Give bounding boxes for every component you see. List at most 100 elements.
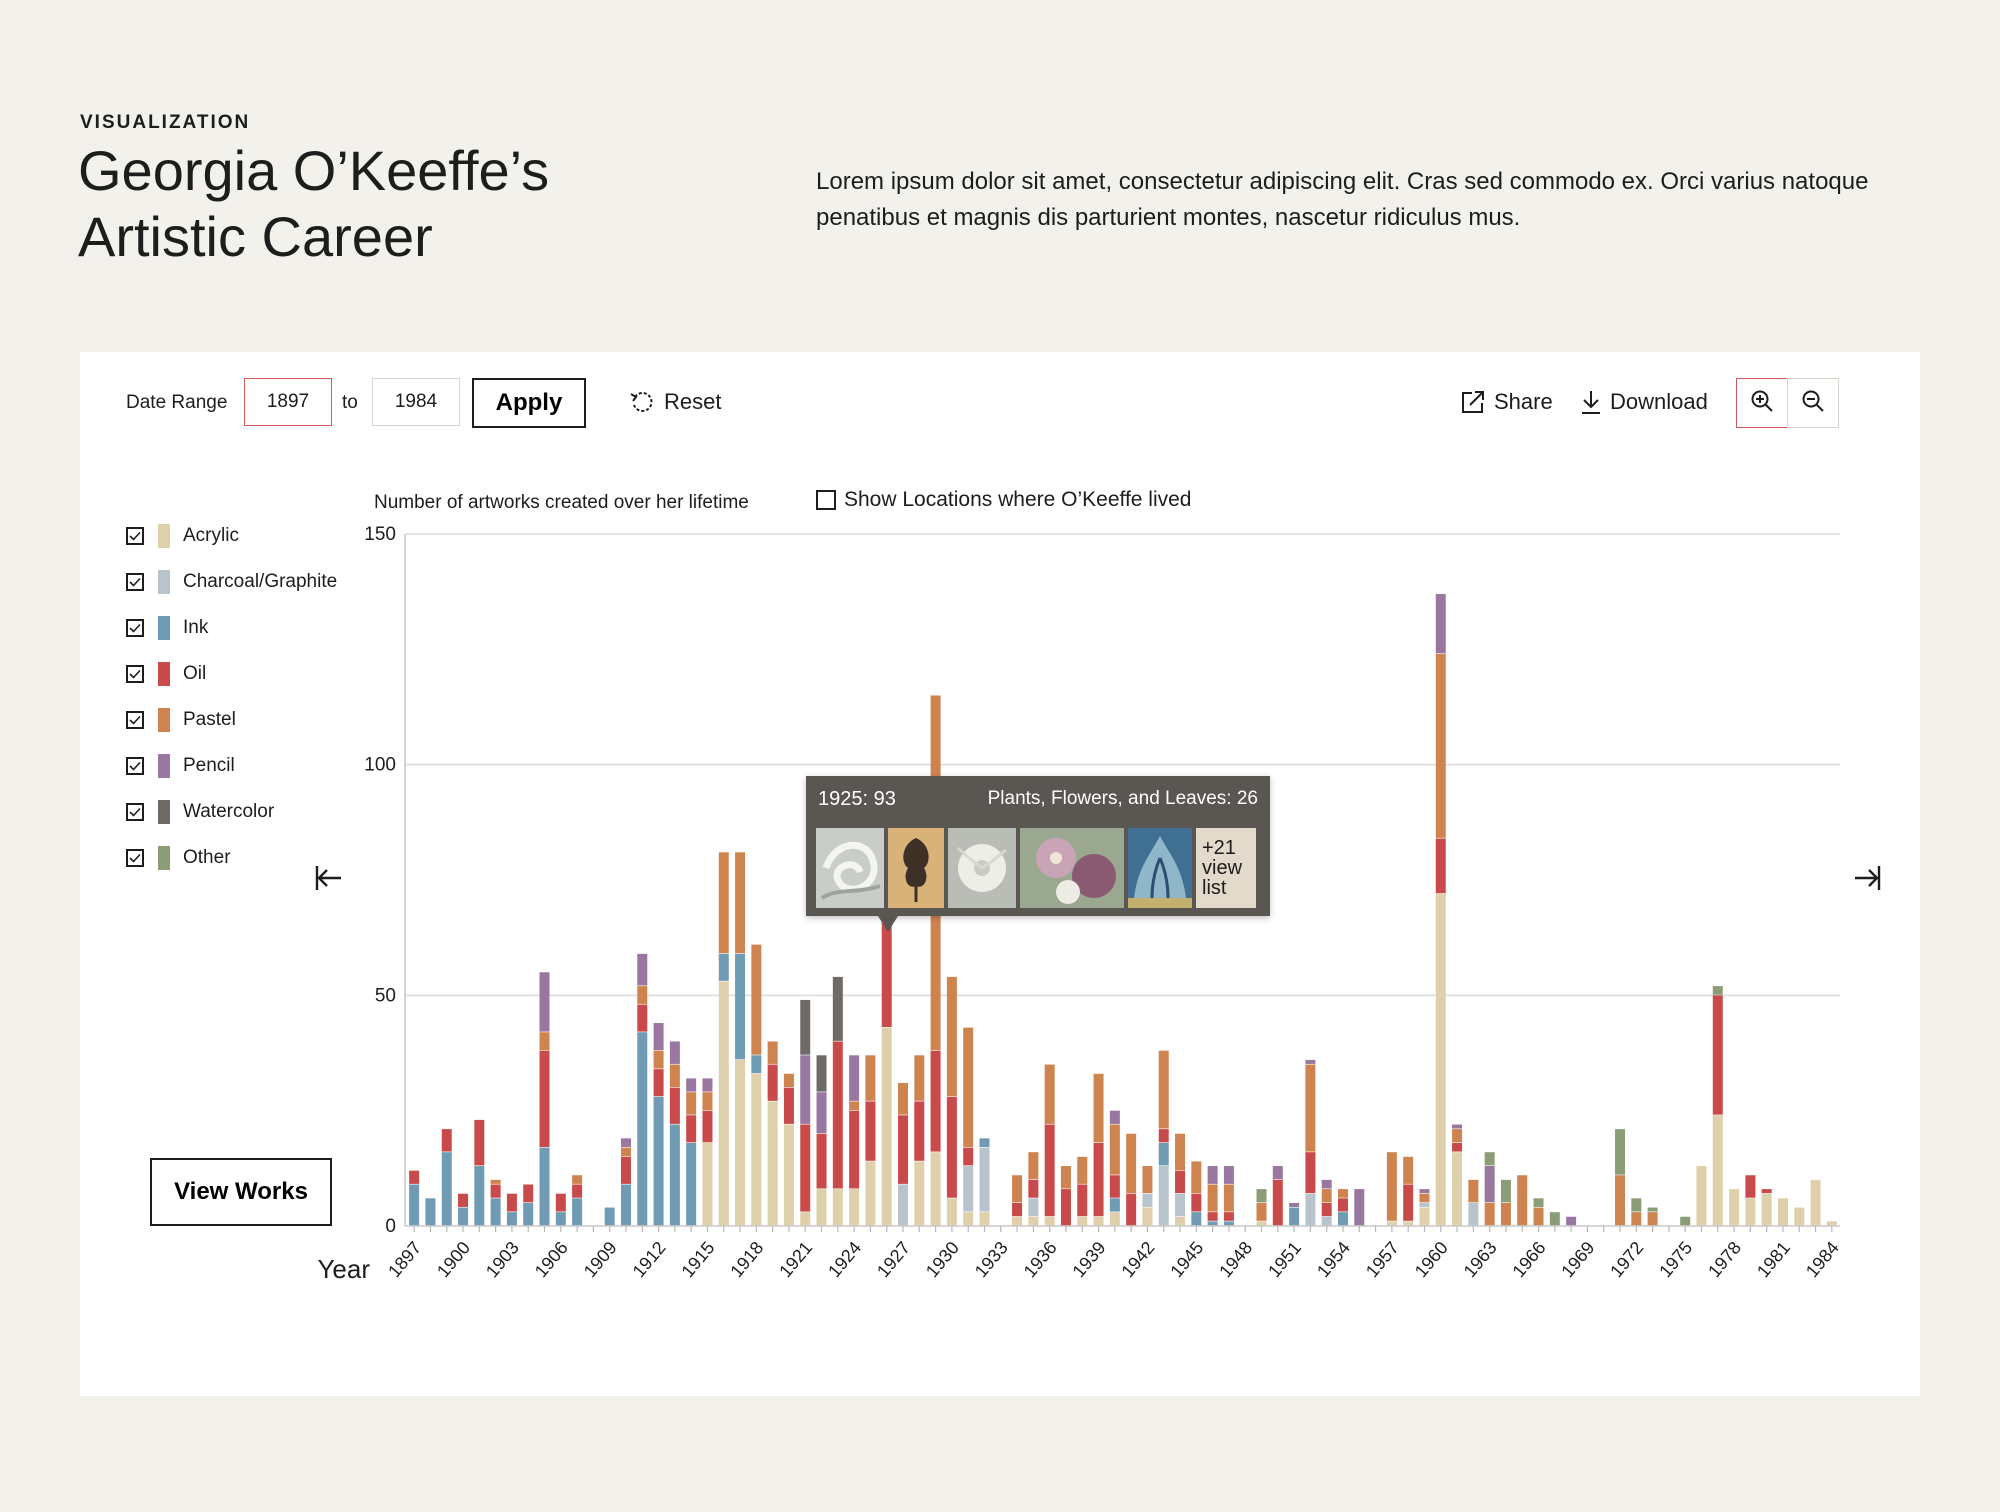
legend-swatch bbox=[158, 662, 170, 686]
legend-item-charcoal-graphite[interactable]: Charcoal/Graphite bbox=[126, 568, 337, 596]
eyebrow-label: VISUALIZATION bbox=[80, 112, 251, 133]
checkbox-checked[interactable] bbox=[126, 849, 144, 867]
legend-item-ink[interactable]: Ink bbox=[126, 614, 208, 642]
scroll-left-arrow-icon[interactable] bbox=[314, 862, 344, 899]
bar-segment bbox=[1305, 1059, 1316, 1064]
checkbox-checked[interactable] bbox=[126, 527, 144, 545]
view-works-button[interactable]: View Works bbox=[150, 1158, 332, 1226]
bar-segment bbox=[1109, 1124, 1120, 1175]
x-tick-label: 1921 bbox=[775, 1238, 816, 1282]
bar-segment bbox=[1712, 1115, 1723, 1226]
bar-segment bbox=[653, 1023, 664, 1051]
bar-segment bbox=[1207, 1221, 1218, 1226]
checkbox-checked[interactable] bbox=[126, 757, 144, 775]
apply-button[interactable]: Apply bbox=[472, 378, 586, 428]
tooltip-year: 1925: 93 bbox=[818, 788, 896, 810]
checkbox-checked[interactable] bbox=[126, 665, 144, 683]
checkbox-checked[interactable] bbox=[126, 803, 144, 821]
bar-segment bbox=[1191, 1161, 1202, 1194]
bar-segment bbox=[800, 999, 811, 1055]
x-tick-label: 1969 bbox=[1557, 1238, 1598, 1282]
bar-segment bbox=[1223, 1221, 1234, 1226]
legend-item-oil[interactable]: Oil bbox=[126, 660, 206, 688]
intro-text: Lorem ipsum dolor sit amet, consectetur … bbox=[816, 168, 1869, 231]
bar-segment bbox=[800, 1212, 811, 1226]
x-tick-label: 1975 bbox=[1655, 1238, 1696, 1282]
checkbox-checked[interactable] bbox=[126, 711, 144, 729]
x-tick-label: 1900 bbox=[433, 1238, 474, 1282]
bar-segment bbox=[506, 1212, 517, 1226]
checkbox-checked[interactable] bbox=[126, 573, 144, 591]
bar-segment bbox=[425, 1198, 436, 1226]
bar-segment bbox=[783, 1087, 794, 1124]
x-tick-label: 1960 bbox=[1411, 1238, 1452, 1282]
artwork-thumbnail[interactable] bbox=[816, 828, 884, 908]
bar-segment bbox=[1175, 1216, 1186, 1226]
bar-segment bbox=[1419, 1193, 1430, 1203]
bar-segment bbox=[555, 1212, 566, 1226]
artwork-thumbnail[interactable] bbox=[1020, 828, 1124, 908]
share-button[interactable]: Share bbox=[1460, 384, 1553, 420]
x-tick-label: 1918 bbox=[726, 1238, 767, 1282]
locations-toggle[interactable]: Show Locations where O’Keeffe lived bbox=[816, 488, 1191, 512]
bar-segment bbox=[539, 1147, 550, 1226]
legend-swatch bbox=[158, 800, 170, 824]
view-list-link[interactable]: +21 view list bbox=[1196, 828, 1256, 908]
bar-segment bbox=[1549, 1212, 1560, 1226]
start-year-input[interactable]: 1897 bbox=[244, 378, 332, 426]
legend-item-acrylic[interactable]: Acrylic bbox=[126, 522, 239, 550]
bar-segment bbox=[1028, 1216, 1039, 1226]
bar-segment bbox=[816, 1055, 827, 1092]
bar-segment bbox=[816, 1133, 827, 1189]
zoom-out-button[interactable] bbox=[1787, 378, 1839, 428]
bar-segment bbox=[1712, 995, 1723, 1115]
x-axis-title: Year bbox=[317, 1254, 370, 1284]
bar-segment bbox=[474, 1119, 485, 1166]
bar-segment bbox=[1028, 1198, 1039, 1217]
x-tick-label: 1945 bbox=[1166, 1238, 1207, 1282]
checkbox-checked[interactable] bbox=[126, 619, 144, 637]
legend-label: Acrylic bbox=[183, 525, 239, 546]
bar-segment bbox=[1745, 1175, 1756, 1198]
share-icon bbox=[1460, 389, 1486, 415]
bar-segment bbox=[702, 1092, 713, 1111]
x-tick-label: 1972 bbox=[1606, 1238, 1647, 1282]
bar-segment bbox=[1191, 1212, 1202, 1226]
bar-segment bbox=[620, 1147, 631, 1157]
bar-segment bbox=[637, 986, 648, 1004]
bar-segment bbox=[620, 1184, 631, 1226]
legend-item-watercolor[interactable]: Watercolor bbox=[126, 798, 274, 826]
bar-segment bbox=[1468, 1202, 1479, 1226]
bar-segment bbox=[1419, 1207, 1430, 1226]
bar-segment bbox=[1419, 1189, 1430, 1194]
artwork-thumbnail[interactable] bbox=[948, 828, 1016, 908]
bar-segment bbox=[865, 1101, 876, 1161]
scroll-right-arrow-icon[interactable] bbox=[1852, 862, 1882, 899]
legend-item-pastel[interactable]: Pastel bbox=[126, 706, 236, 734]
end-year-input[interactable]: 1984 bbox=[372, 378, 460, 426]
bar-segment bbox=[637, 1032, 648, 1226]
bar-segment bbox=[1175, 1193, 1186, 1217]
bar-segment bbox=[1761, 1189, 1772, 1194]
bar-segment bbox=[751, 944, 762, 1055]
download-button[interactable]: Download bbox=[1580, 384, 1708, 420]
locations-checkbox[interactable] bbox=[816, 490, 836, 510]
zoom-in-button[interactable] bbox=[1736, 378, 1788, 428]
legend-item-other[interactable]: Other bbox=[126, 844, 231, 872]
bar-segment bbox=[1500, 1179, 1511, 1203]
bar-segment bbox=[1305, 1064, 1316, 1152]
bar-segment bbox=[1109, 1175, 1120, 1198]
download-icon bbox=[1580, 389, 1602, 415]
download-label: Download bbox=[1610, 389, 1708, 414]
bar-segment bbox=[718, 852, 729, 954]
artwork-thumbnail[interactable] bbox=[888, 828, 944, 908]
x-tick-label: 1909 bbox=[580, 1238, 621, 1282]
bar-segment bbox=[1321, 1202, 1332, 1217]
artwork-thumbnail[interactable] bbox=[1128, 828, 1192, 908]
bar-segment bbox=[1223, 1166, 1234, 1184]
bar-segment bbox=[898, 1115, 909, 1184]
bar-segment bbox=[1060, 1166, 1071, 1189]
legend-item-pencil[interactable]: Pencil bbox=[126, 752, 235, 780]
reset-button[interactable]: Reset bbox=[628, 384, 721, 420]
bar-segment bbox=[441, 1129, 452, 1152]
